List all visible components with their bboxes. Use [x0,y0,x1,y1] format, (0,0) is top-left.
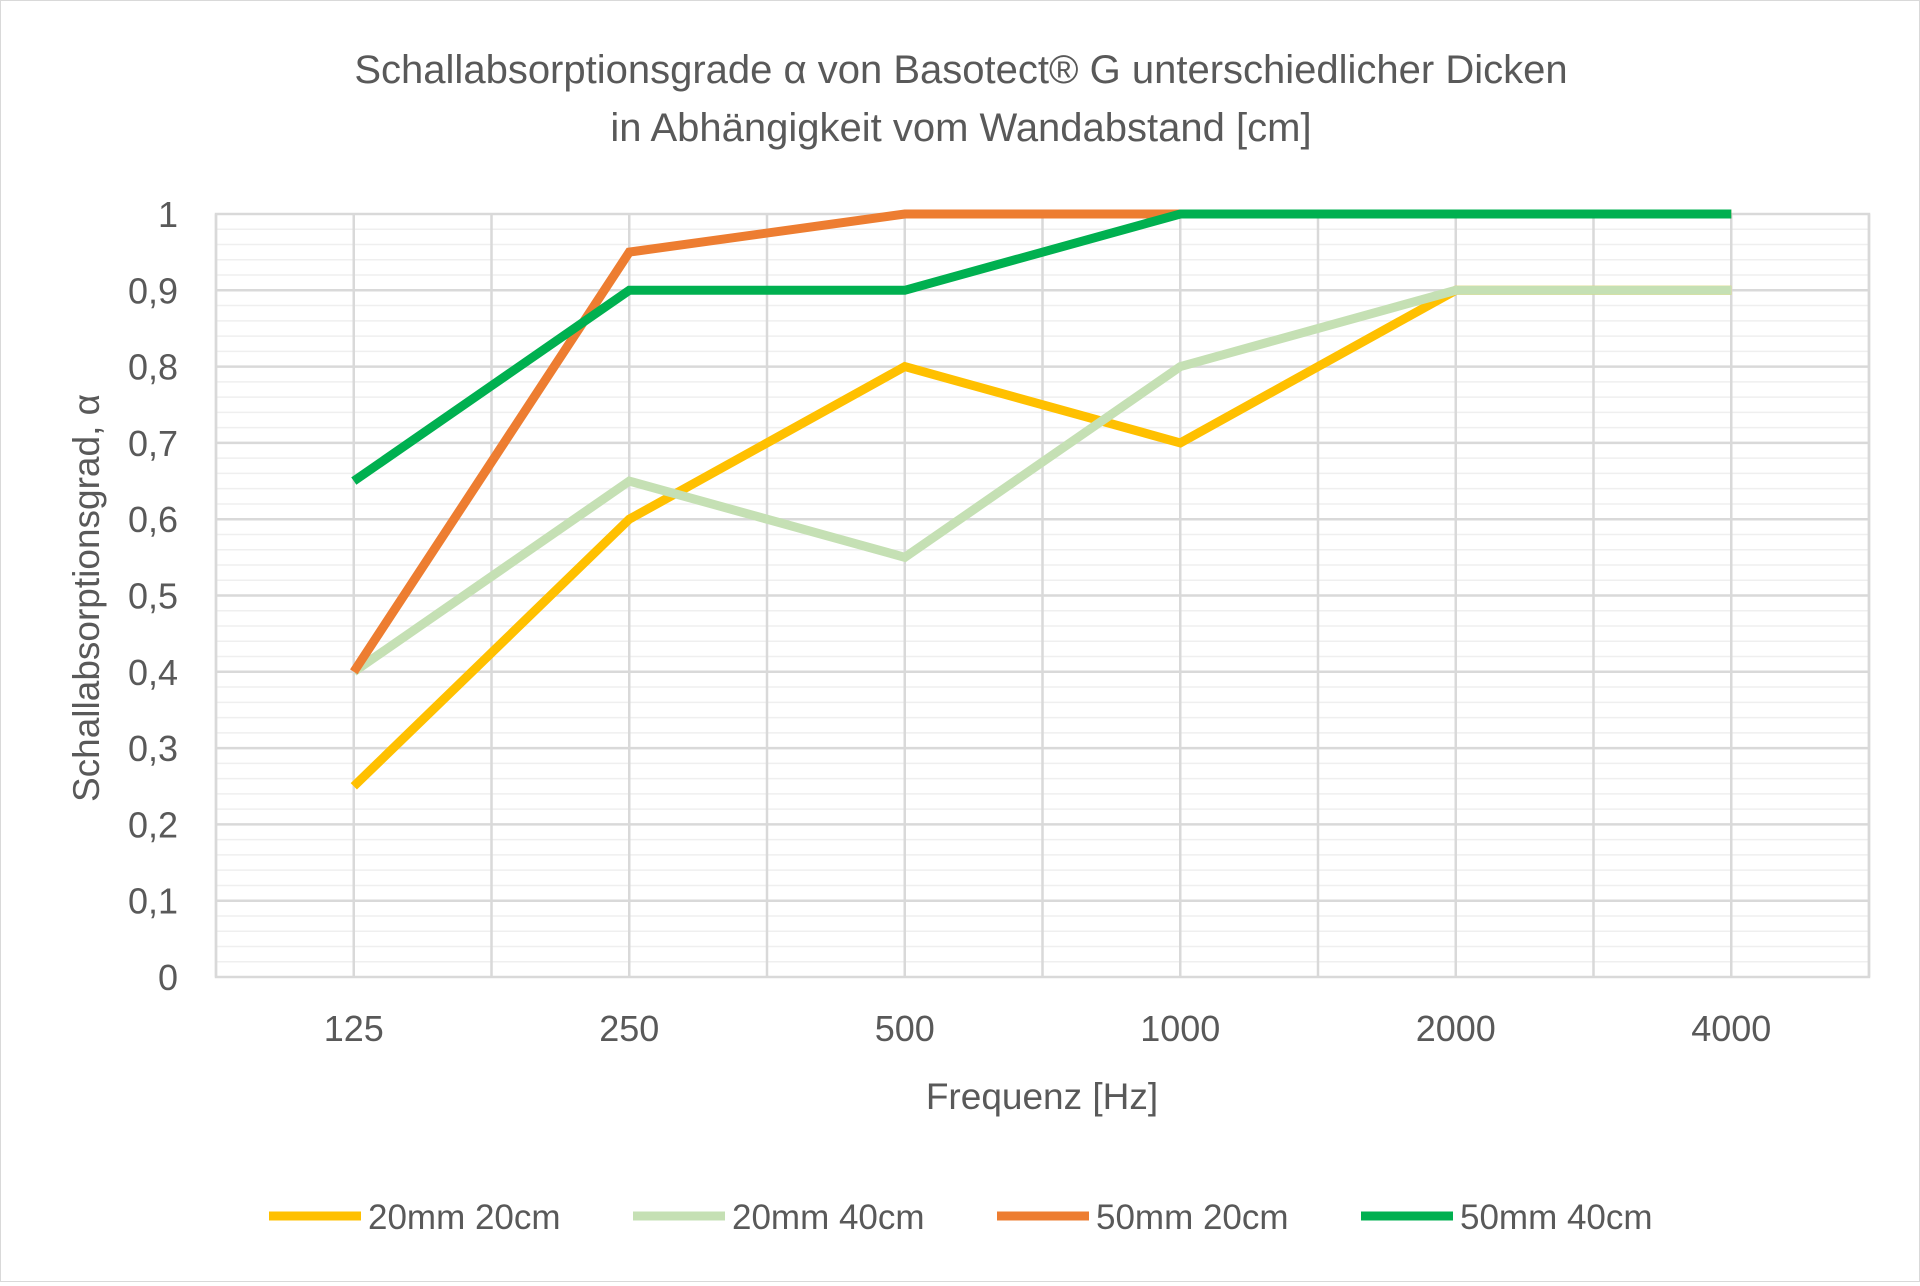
y-tick-label: 0,5 [128,576,178,617]
x-tick-label: 500 [875,1008,935,1049]
x-axis-ticks: 125 250 500 1000 2000 4000 [324,1008,1772,1049]
x-tick-label: 250 [599,1008,659,1049]
y-tick-label: 1 [158,194,178,235]
legend-label-1: 20mm 20cm [368,1198,561,1237]
x-tick-label: 4000 [1691,1008,1771,1049]
x-tick-label: 125 [324,1008,384,1049]
x-axis-label: Frequenz [Hz] [926,1076,1158,1117]
y-axis-ticks: 0 0,1 0,2 0,3 0,4 0,5 0,6 0,7 0,8 0,9 1 [128,194,178,998]
y-tick-label: 0,9 [128,270,178,311]
legend-label-2: 20mm 40cm [732,1198,925,1237]
y-tick-label: 0,6 [128,499,178,540]
legend: 20mm 20cm 20mm 40cm 50mm 20cm 50mm 40cm [269,1198,1653,1237]
y-tick-label: 0,7 [128,423,178,464]
chart-subtitle: in Abhängigkeit vom Wandabstand [cm] [610,106,1311,150]
legend-label-3: 50mm 20cm [1096,1198,1289,1237]
y-tick-label: 0,4 [128,652,178,693]
series-line-4 [351,209,1732,485]
y-tick-label: 0,1 [128,881,178,922]
y-tick-label: 0 [158,957,178,998]
x-tick-label: 1000 [1140,1008,1220,1049]
grid [214,212,1871,979]
chart-title: Schallabsorptionsgrade α von Basotect® G… [354,48,1567,92]
y-tick-label: 0,8 [128,347,178,388]
y-axis-label: Schallabsorptionsgrad, α [66,394,107,802]
legend-label-4: 50mm 40cm [1460,1198,1653,1237]
x-tick-label: 2000 [1416,1008,1496,1049]
series-line-2 [351,285,1732,676]
series-lines [350,209,1732,790]
y-tick-label: 0,3 [128,728,178,769]
y-tick-label: 0,2 [128,804,178,845]
